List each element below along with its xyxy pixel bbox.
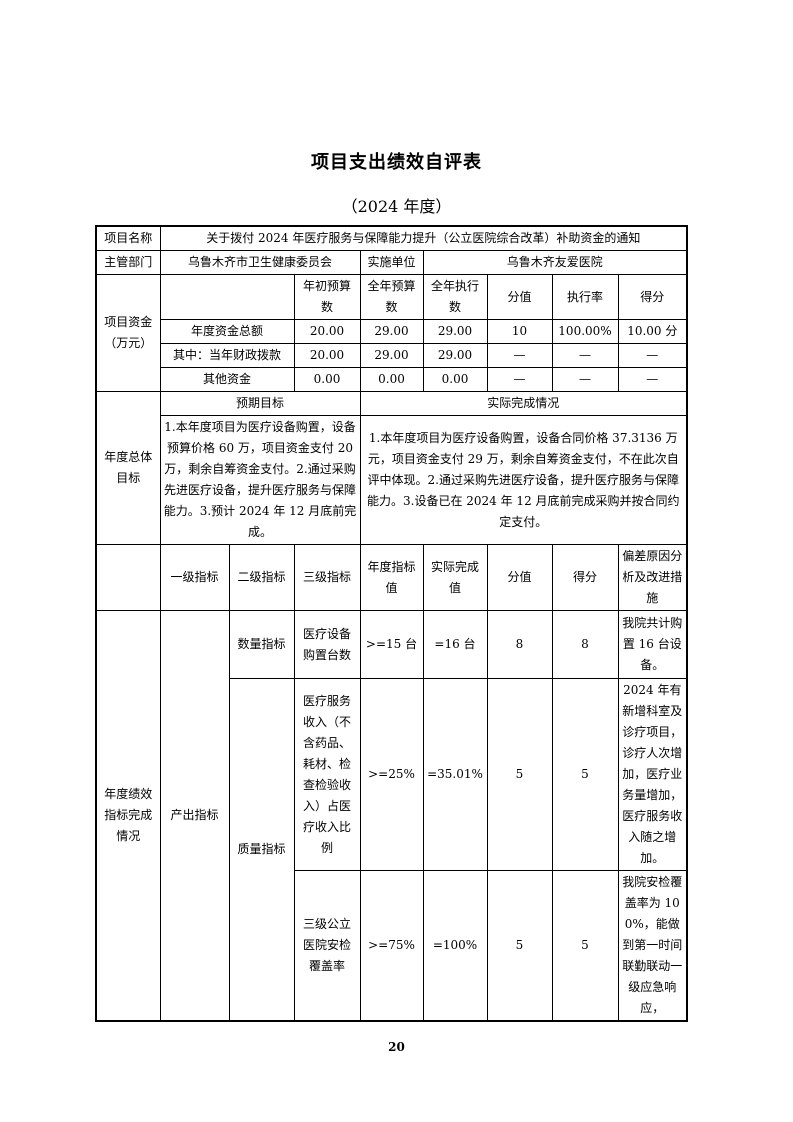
table-row: 其中：当年财政拨款 20.00 29.00 29.00 — — — <box>96 343 688 368</box>
page-title: 项目支出绩效自评表 <box>311 152 482 173</box>
funds-header-initial-budget: 年初预算数 <box>293 274 361 320</box>
indicator-level3-security-coverage: 三级公立医院安检覆盖率 <box>293 870 361 1022</box>
project-name-value: 关于拨付 2024 年医疗服务与保障能力提升（公立医院综合改革）补助资金的通知 <box>159 225 688 251</box>
table-row: 年度总体目标 预期目标 实际完成情况 <box>95 391 688 545</box>
indicator-level2-quality: 质量指标 <box>228 678 295 1022</box>
indicator-level1-output: 产出指标 <box>159 610 230 1022</box>
indicator-score-got: 8 <box>551 610 619 679</box>
funds-total-budget: 29.00 <box>359 319 424 344</box>
indicator-level3-service-income-ratio: 医疗服务收入（不含药品、耗材、检查检验收入）占医疗收入比例 <box>293 678 361 871</box>
funds-fiscal-exec-rate: — <box>551 343 619 368</box>
indicator-target-value: >=15 台 <box>359 610 424 679</box>
funds-fiscal-label: 其中：当年财政拨款 <box>159 343 295 368</box>
indicator-score-value: 8 <box>486 610 553 679</box>
page-number: 20 <box>388 1040 405 1054</box>
indicator-actual-value: =100% <box>422 870 488 1022</box>
annual-goal-row-label: 年度总体目标 <box>95 391 161 545</box>
indicators-row-label: 年度绩效指标完成情况 <box>95 610 161 1022</box>
table-row: 主管部门 乌鲁木齐市卫生健康委员会 实施单位 乌鲁木齐友爱医院 <box>95 250 688 275</box>
funds-total-label: 年度资金总额 <box>159 319 295 344</box>
dept-value: 乌鲁木齐市卫生健康委员会 <box>159 250 361 275</box>
indicator-header-score-value: 分值 <box>486 544 553 611</box>
funds-total-score: 10.00 分 <box>617 319 688 344</box>
indicator-level2-quantity: 数量指标 <box>228 610 295 679</box>
dept-label: 主管部门 <box>95 250 161 275</box>
funds-other-exec-rate: — <box>551 367 619 392</box>
table-row: 项目名称 关于拨付 2024 年医疗服务与保障能力提升（公立医院综合改革）补助资… <box>95 225 688 251</box>
funds-total-score-value: 10 <box>486 319 553 344</box>
indicator-header-level2: 二级指标 <box>228 544 295 611</box>
indicator-score-value: 5 <box>486 678 553 871</box>
funds-total-exec-rate: 100.00% <box>551 319 619 344</box>
project-name-label: 项目名称 <box>95 225 161 251</box>
indicator-header-level3: 三级指标 <box>293 544 361 611</box>
funds-fiscal-exec: 29.00 <box>422 343 488 368</box>
indicator-level3-equipment-count: 医疗设备购置台数 <box>293 610 361 679</box>
indicator-header-score-got: 得分 <box>551 544 619 611</box>
funds-fiscal-budget: 29.00 <box>359 343 424 368</box>
funds-empty-cell <box>159 274 295 320</box>
indicator-header-deviation: 偏差原因分析及改进措施 <box>617 544 688 611</box>
table-row: 年度绩效指标完成情况 产出指标 数量指标 医疗设备购置台数 >=15 台 =16… <box>95 610 688 1022</box>
funds-fiscal-score: — <box>617 343 688 368</box>
indicator-header-level1: 一级指标 <box>159 544 230 611</box>
funds-header-score-value: 分值 <box>486 274 553 320</box>
funds-header-exec-rate: 执行率 <box>551 274 619 320</box>
funds-other-label: 其他资金 <box>159 367 295 392</box>
table-row: 1.本年度项目为医疗设备购置，设备预算价格 60 万，项目资金支付 20 万，剩… <box>96 415 688 545</box>
impl-value: 乌鲁木齐友爱医院 <box>422 250 688 275</box>
funds-other-budget: 0.00 <box>359 367 424 392</box>
table-row: 年度资金总额 20.00 29.00 29.00 10 100.00% 10.0… <box>96 319 688 344</box>
table-row: 一级指标 二级指标 三级指标 年度指标值 实际完成值 分值 得分 偏差原因分析及… <box>95 544 688 611</box>
funds-other-score-value: — <box>486 367 553 392</box>
funds-header-year-exec: 全年执行数 <box>422 274 488 320</box>
funds-other-score: — <box>617 367 688 392</box>
indicator-score-got: 5 <box>551 678 619 871</box>
table-row: 项目资金（万元） 年初预算数 全年预算数 全年执行数 分值 执行率 得分 <box>95 274 688 392</box>
funds-other-initial: 0.00 <box>293 367 361 392</box>
indicator-deviation-note: 2024 年有新增科室及诊疗项目，诊疗人次增加，医疗业务量增加，医疗服务收入随之… <box>617 678 688 871</box>
table-row: 其他资金 0.00 0.00 0.00 — — — <box>96 367 688 392</box>
table-row: 三级公立医院安检覆盖率 >=75% =100% 5 5 我院安检覆盖率为 100… <box>96 870 688 1022</box>
funds-fiscal-initial: 20.00 <box>293 343 361 368</box>
funds-fiscal-score-value: — <box>486 343 553 368</box>
funds-other-exec: 0.00 <box>422 367 488 392</box>
funds-total-exec: 29.00 <box>422 319 488 344</box>
table-row: 质量指标 医疗服务收入（不含药品、耗材、检查检验收入）占医疗收入比例 >=25%… <box>96 678 688 1022</box>
expected-goal-text: 1.本年度项目为医疗设备购置，设备预算价格 60 万，项目资金支付 20 万，剩… <box>159 415 361 545</box>
funds-header-score: 得分 <box>617 274 688 320</box>
indicator-score-got: 5 <box>551 870 619 1022</box>
indicator-header-actual: 实际完成值 <box>422 544 488 611</box>
indicator-actual-value: =16 台 <box>422 610 488 679</box>
indicator-target-value: >=25% <box>359 678 424 871</box>
indicator-target-value: >=75% <box>359 870 424 1022</box>
indicator-actual-value: =35.01% <box>422 678 488 871</box>
expected-goal-header: 预期目标 <box>159 391 361 416</box>
impl-label: 实施单位 <box>359 250 424 275</box>
indicator-score-value: 5 <box>486 870 553 1022</box>
indicator-deviation-note: 我院安检覆盖率为 100%，能做到第一时间联勤联动一级应急响应， <box>617 870 688 1022</box>
indicator-header-target: 年度指标值 <box>359 544 424 611</box>
indicator-corner-empty-cell <box>95 544 161 611</box>
actual-completion-text: 1.本年度项目为医疗设备购置，设备合同价格 37.3136 万元，项目资金支付 … <box>359 415 688 545</box>
funds-header-year-budget: 全年预算数 <box>359 274 424 320</box>
indicator-deviation-note: 我院共计购置 16 台设备。 <box>617 610 688 679</box>
page-subtitle: （2024 年度） <box>341 197 452 216</box>
self-evaluation-table: 项目名称 关于拨付 2024 年医疗服务与保障能力提升（公立医院综合改革）补助资… <box>95 225 689 1022</box>
funds-row-label: 项目资金（万元） <box>95 274 161 392</box>
funds-total-initial: 20.00 <box>293 319 361 344</box>
actual-completion-header: 实际完成情况 <box>359 391 688 416</box>
